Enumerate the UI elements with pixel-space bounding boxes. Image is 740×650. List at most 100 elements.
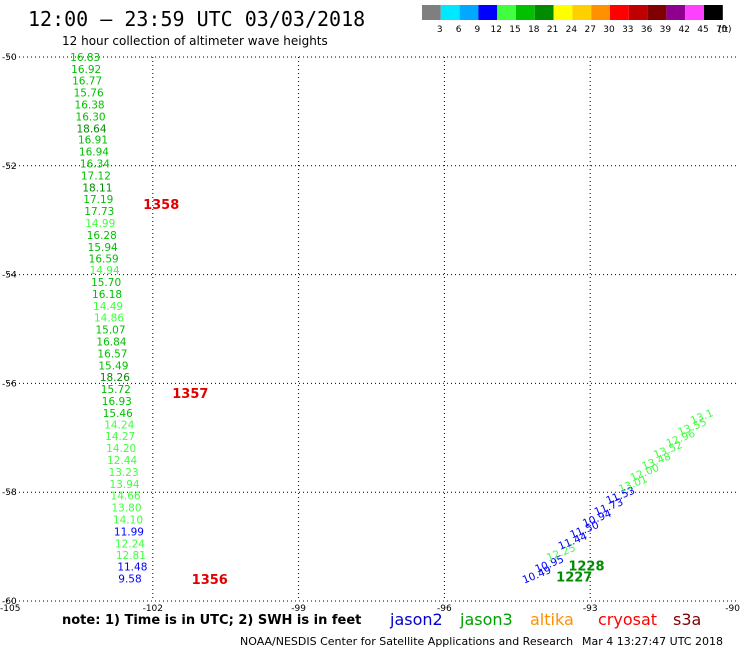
satellite-legend: jason2 jason3 altika cryosat s3a: [389, 610, 701, 629]
colorbar-swatch: [516, 5, 535, 20]
data-point-jason3: 16.93: [102, 396, 132, 408]
colorbar-label: 3: [437, 25, 443, 35]
axis-tick-labels: -50 -52 -54 -56 -58 -60-105 -102 -99 -96 -93 -90: [0, 53, 740, 614]
data-point-jason3: 18.64: [76, 123, 106, 135]
data-point-jason3: 16.59: [89, 253, 119, 265]
colorbar-label: 18: [528, 25, 540, 35]
data-point-jason3: 14.86: [94, 313, 124, 325]
colorbar-label: 36: [641, 25, 653, 35]
data-point-jason3: 11.48: [117, 562, 147, 574]
data-point-jason3: 16.57: [97, 348, 127, 360]
colorbar-swatch: [685, 5, 704, 20]
data-point-jason3: 16.38: [75, 99, 105, 111]
colorbar-label: 39: [660, 25, 672, 35]
colorbar-swatch: [534, 5, 554, 20]
pass-annotation: 1357: [172, 387, 208, 402]
data-point-jason3: 16.18: [92, 289, 122, 301]
pass-annotation: 1358: [143, 198, 179, 213]
x-tick-label: -99: [291, 604, 306, 614]
colorbar-unit: (ft): [718, 25, 732, 35]
colorbar-label: 30: [603, 25, 615, 35]
data-point-jason3: 13.94: [110, 479, 140, 491]
legend-jason2: jason2: [389, 610, 443, 629]
pass-annotation: 1228: [568, 560, 604, 575]
data-point-jason3: 14.27: [105, 431, 135, 443]
data-point-jason3: 15.46: [103, 408, 133, 420]
data-point-jason3: 16.77: [72, 75, 102, 87]
data-point-jason3: 15.07: [95, 325, 125, 337]
footer-timestamp: Mar 4 13:27:47 UTC 2018: [582, 635, 723, 648]
y-tick-label: -50: [2, 53, 17, 63]
legend-cryosat: cryosat: [598, 610, 657, 629]
data-point-jason3: 18.26: [100, 372, 130, 384]
data-point-jason3: 16.94: [79, 147, 109, 159]
data-point-jason3: 17.19: [83, 194, 113, 206]
colorbar-swatch: [478, 5, 498, 20]
x-tick-label: -93: [583, 604, 598, 614]
colorbar-swatch: [497, 5, 516, 20]
data-point-jason3: 12.24: [115, 538, 145, 550]
colorbar-swatch: [647, 5, 667, 20]
data-point-jason3: 18.11: [82, 183, 112, 195]
data-point-jason3: 14.94: [90, 265, 120, 277]
chart-title: 12:00 – 23:59 UTC 03/03/2018: [28, 7, 365, 31]
y-tick-label: -54: [2, 271, 17, 281]
data-point-jason3: 14.99: [85, 218, 115, 230]
colorbar-swatch: [422, 5, 441, 20]
data-point-jason3: 16.34: [80, 159, 110, 171]
data-point-jason3: 14.20: [106, 443, 136, 455]
data-point-jason3: 15.49: [98, 360, 128, 372]
data-point-jason3: 16.28: [87, 230, 117, 242]
colorbar-label: 27: [584, 25, 595, 35]
data-point-jason3: 15.76: [74, 87, 104, 99]
colorbar-label: 6: [456, 25, 462, 35]
x-tick-label: -105: [0, 604, 20, 614]
colorbar-swatch: [553, 5, 573, 20]
data-point-jason3: 14.49: [93, 301, 123, 313]
footer-credit: NOAA/NESDIS Center for Satellite Applica…: [240, 635, 573, 648]
colorbar-label: 9: [475, 25, 481, 35]
chart-subtitle: 12 hour collection of altimeter wave hei…: [62, 34, 328, 48]
pass-annotation: 1227: [556, 571, 592, 586]
y-tick-label: -60: [2, 597, 17, 607]
colorbar-label: 45: [697, 25, 708, 35]
colorbar-swatch: [440, 5, 460, 20]
data-point-jason3: 14.66: [111, 490, 141, 502]
x-tick-label: -90: [725, 604, 740, 614]
y-tick-label: -56: [2, 379, 17, 389]
colorbar-swatch: [610, 5, 629, 20]
y-tick-label: -58: [2, 488, 17, 498]
data-point-jason3: 16.92: [71, 64, 101, 76]
legend-jason3: jason3: [459, 610, 513, 629]
legend-altika: altika: [530, 610, 574, 629]
colorbar-swatch: [628, 5, 648, 20]
colorbar-swatch: [704, 5, 723, 20]
footer-note: note: 1) Time is in UTC; 2) SWH is in fe…: [62, 613, 361, 628]
data-point-jason3: 12.81: [116, 550, 146, 562]
data-point-jason3: 14.10: [113, 514, 143, 526]
data-point-jason3: 11.99: [114, 526, 144, 538]
data-point-jason3: 13.23: [109, 467, 139, 479]
data-point-jason3: 14.24: [104, 420, 134, 432]
data-point-jason3: 16.30: [76, 111, 106, 123]
x-tick-label: -96: [437, 604, 452, 614]
data-point-jason3: 15.94: [88, 242, 118, 254]
colorbar-swatch: [666, 5, 686, 20]
colorbar-label: 42: [678, 25, 689, 35]
colorbar-label: 70: [716, 25, 728, 35]
colorbar-label: 33: [622, 25, 633, 35]
colorbar-label: 15: [509, 25, 520, 35]
data-point-jason3: 15.72: [101, 384, 131, 396]
data-point-jason3: 16.91: [78, 135, 108, 147]
colorbar-legend: 3 6 9 12 15 18 21 24 27 30 33 36 39 42 45 70(ft): [422, 5, 732, 35]
y-tick-label: -52: [2, 162, 17, 172]
data-point-jason3: 16.83: [70, 52, 100, 64]
colorbar-label: 21: [547, 25, 558, 35]
data-point-jason3: 9.58: [118, 574, 141, 586]
data-point-jason3: 12.44: [107, 455, 137, 467]
legend-s3a: s3a: [673, 610, 701, 629]
x-tick-label: -102: [143, 604, 163, 614]
colorbar-swatch: [591, 5, 610, 20]
